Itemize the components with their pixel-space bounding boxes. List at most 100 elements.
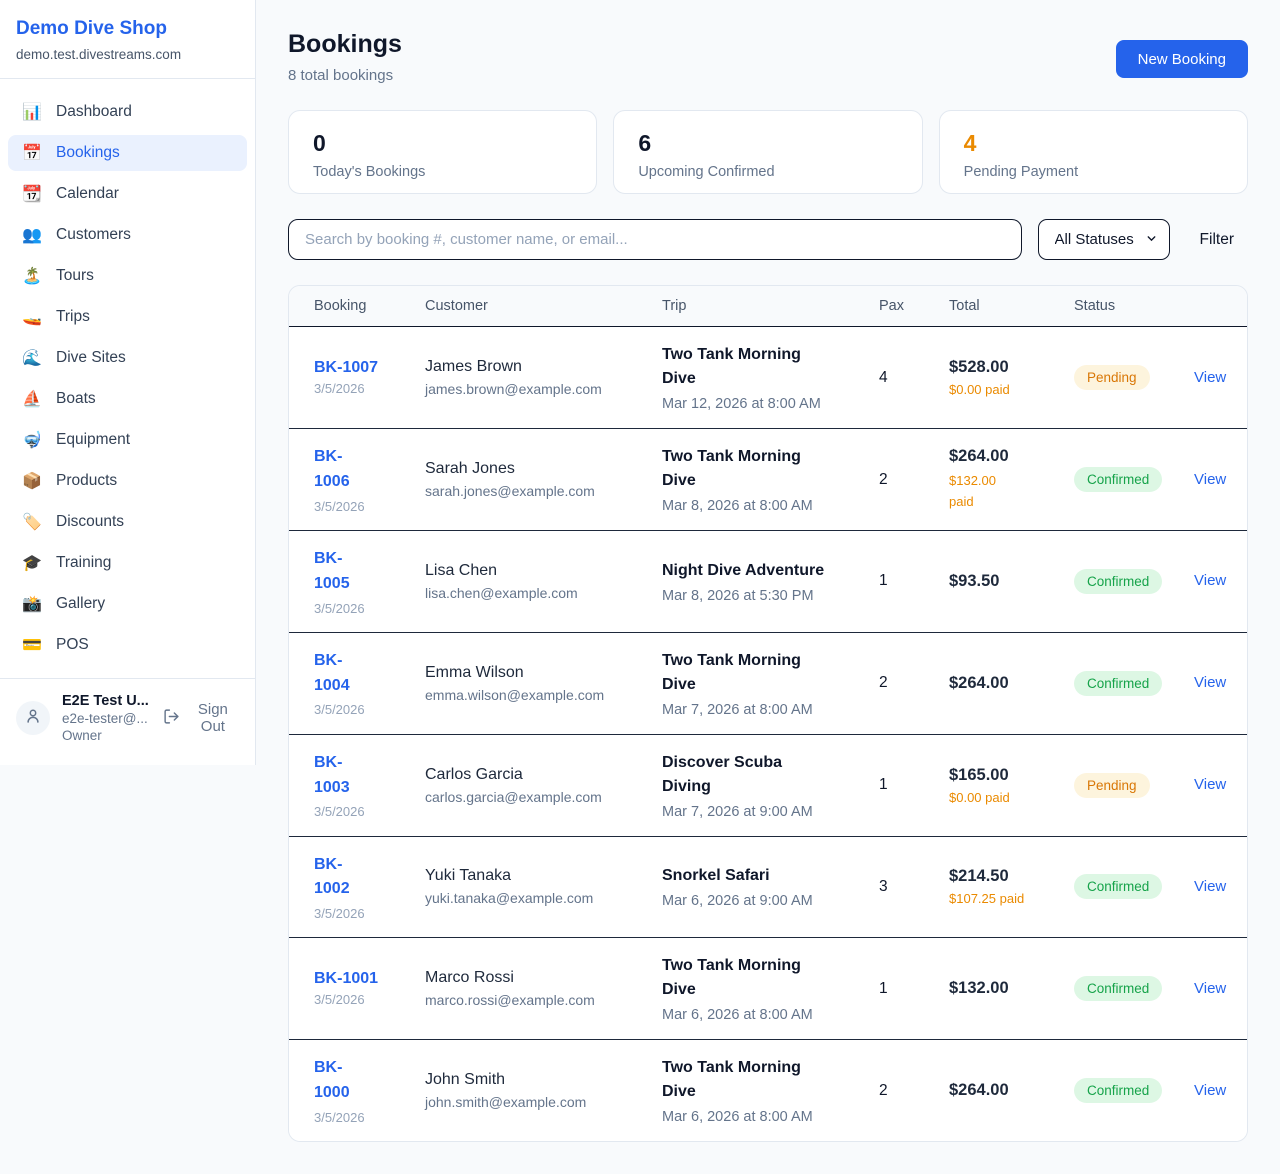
view-link[interactable]: View bbox=[1194, 368, 1227, 386]
sidebar-item-products[interactable]: 📦 Products bbox=[8, 463, 247, 499]
stat-card-pending-payment: 4 Pending Payment bbox=[938, 110, 1248, 194]
total-cell: $132.00 bbox=[949, 979, 1074, 998]
customer-name: Yuki Tanaka bbox=[425, 867, 511, 885]
stat-card-todays-bookings: 0 Today's Bookings bbox=[288, 110, 598, 194]
stat-value: 4 bbox=[963, 130, 977, 156]
sidebar-item-bookings[interactable]: 📅 Bookings bbox=[8, 135, 247, 171]
people-icon: 👥 bbox=[22, 227, 42, 244]
trip-cell: Night Dive Adventure Mar 8, 2026 at 5:30… bbox=[662, 559, 879, 604]
booking-id-link[interactable]: BK-1005 bbox=[314, 550, 350, 592]
table-row: BK-1006 3/5/2026 Sarah Jones sarah.jones… bbox=[289, 429, 1247, 531]
status-select-wrap: All Statuses bbox=[1037, 219, 1170, 260]
sidebar-item-tours[interactable]: 🏝️ Tours bbox=[8, 258, 247, 294]
island-icon: 🏝️ bbox=[22, 268, 42, 285]
graduation-cap-icon: 🎓 bbox=[22, 555, 42, 572]
customer-email: yuki.tanaka@example.com bbox=[425, 890, 594, 907]
status-select[interactable]: All Statuses bbox=[1037, 219, 1170, 260]
table-row: BK-1002 3/5/2026 Yuki Tanaka yuki.tanaka… bbox=[289, 836, 1247, 939]
new-booking-button[interactable]: New Booking bbox=[1115, 40, 1248, 78]
view-link[interactable]: View bbox=[1194, 776, 1227, 794]
booking-id-link[interactable]: BK-1002 bbox=[314, 855, 350, 898]
shop-header: Demo Dive Shop demo.test.divestreams.com bbox=[0, 0, 255, 79]
booking-date: 3/5/2026 bbox=[314, 804, 365, 820]
sign-out-button[interactable]: Sign Out bbox=[163, 701, 239, 735]
status-badge: Pending bbox=[1074, 365, 1150, 390]
customer-cell: Emma Wilson emma.wilson@example.com bbox=[425, 664, 662, 703]
actions-cell: View bbox=[1194, 1082, 1226, 1100]
customer-cell: Lisa Chen lisa.chen@example.com bbox=[425, 562, 662, 601]
view-link[interactable]: View bbox=[1194, 877, 1227, 895]
sidebar-item-trips[interactable]: 🚤 Trips bbox=[8, 299, 247, 335]
sidebar-item-calendar[interactable]: 📆 Calendar bbox=[8, 176, 247, 212]
avatar bbox=[16, 701, 50, 735]
pax-cell: 2 bbox=[879, 1081, 888, 1099]
booking-date: 3/5/2026 bbox=[314, 702, 365, 718]
stat-value: 6 bbox=[638, 130, 652, 156]
speedboat-icon: 🚤 bbox=[22, 309, 42, 326]
actions-cell: View bbox=[1194, 674, 1226, 692]
booking-id-link[interactable]: BK-1000 bbox=[314, 1059, 350, 1102]
booking-id-link[interactable]: BK-1001 bbox=[314, 970, 379, 988]
calendar-icon: 📅 bbox=[22, 145, 42, 162]
customer-email: carlos.garcia@example.com bbox=[425, 788, 602, 805]
actions-cell: View bbox=[1194, 572, 1226, 590]
status-badge: Confirmed bbox=[1074, 467, 1163, 492]
view-link[interactable]: View bbox=[1194, 470, 1227, 488]
column-header-trip: Trip bbox=[662, 298, 687, 314]
total-cell: $214.50 $107.25 paid bbox=[949, 867, 1074, 906]
column-header-pax: Pax bbox=[879, 298, 904, 314]
trip-name: Two Tank Morning Dive bbox=[662, 651, 801, 693]
booking-id-link[interactable]: BK-1007 bbox=[314, 359, 379, 376]
trip-datetime: Mar 6, 2026 at 8:00 AM bbox=[662, 1109, 813, 1126]
sidebar-item-customers[interactable]: 👥 Customers bbox=[8, 217, 247, 253]
booking-id-link[interactable]: BK-1004 bbox=[314, 651, 350, 694]
sidebar-item-dashboard[interactable]: 📊 Dashboard bbox=[8, 94, 247, 130]
package-icon: 📦 bbox=[22, 473, 42, 490]
sidebar-item-training[interactable]: 🎓 Training bbox=[8, 545, 247, 581]
column-header-actions bbox=[1194, 298, 1223, 314]
view-link[interactable]: View bbox=[1194, 674, 1227, 692]
sidebar-item-label: Training bbox=[56, 554, 112, 571]
pax-cell: 3 bbox=[879, 877, 888, 895]
total-cell: $528.00 $0.00 paid bbox=[949, 358, 1074, 397]
view-link[interactable]: View bbox=[1194, 979, 1227, 997]
sidebar-item-pos[interactable]: 💳 POS bbox=[8, 627, 247, 663]
column-header-customer: Customer bbox=[425, 298, 488, 314]
customer-email: james.brown@example.com bbox=[425, 381, 602, 397]
wave-icon: 🌊 bbox=[22, 350, 42, 367]
customer-email: john.smith@example.com bbox=[425, 1094, 587, 1111]
sidebar-item-discounts[interactable]: 🏷️ Discounts bbox=[8, 504, 247, 540]
booking-id-link[interactable]: BK-1003 bbox=[314, 753, 350, 796]
credit-card-icon: 💳 bbox=[22, 637, 42, 654]
customer-cell: Yuki Tanaka yuki.tanaka@example.com bbox=[425, 867, 662, 906]
sidebar-item-dive-sites[interactable]: 🌊 Dive Sites bbox=[8, 340, 247, 376]
view-link[interactable]: View bbox=[1194, 1081, 1227, 1099]
total-amount: $264.00 bbox=[949, 447, 1009, 466]
sidebar-item-label: Discounts bbox=[56, 513, 125, 530]
booking-cell: BK-1000 3/5/2026 bbox=[314, 1056, 425, 1125]
trip-datetime: Mar 12, 2026 at 8:00 AM bbox=[662, 396, 821, 412]
column-header-total: Total bbox=[949, 298, 980, 314]
search-input[interactable] bbox=[288, 219, 1022, 260]
sidebar-item-boats[interactable]: ⛵ Boats bbox=[8, 381, 247, 417]
status-badge: Pending bbox=[1074, 772, 1150, 798]
booking-id-link[interactable]: BK-1006 bbox=[314, 448, 350, 490]
status-cell: Pending bbox=[1074, 365, 1194, 390]
customer-email: marco.rossi@example.com bbox=[425, 992, 595, 1009]
sidebar: Demo Dive Shop demo.test.divestreams.com… bbox=[0, 0, 256, 765]
stat-label: Upcoming Confirmed bbox=[638, 164, 775, 180]
sailboat-icon: ⛵ bbox=[22, 391, 42, 408]
total-amount: $264.00 bbox=[949, 673, 1009, 692]
sidebar-item-equipment[interactable]: 🤿 Equipment bbox=[8, 422, 247, 458]
filter-button[interactable]: Filter bbox=[1186, 231, 1248, 249]
table-body: BK-1007 3/5/2026 James Brown james.brown… bbox=[289, 327, 1247, 1142]
user-role: Owner bbox=[62, 728, 102, 743]
trip-cell: Two Tank Morning Dive Mar 12, 2026 at 8:… bbox=[662, 343, 879, 412]
trip-datetime: Mar 8, 2026 at 8:00 AM bbox=[662, 498, 813, 514]
sidebar-item-label: Tours bbox=[56, 267, 94, 284]
status-badge: Confirmed bbox=[1074, 1078, 1163, 1104]
view-link[interactable]: View bbox=[1194, 572, 1227, 590]
sidebar-item-gallery[interactable]: 📸 Gallery bbox=[8, 586, 247, 622]
trip-cell: Two Tank Morning Dive Mar 6, 2026 at 8:0… bbox=[662, 1056, 879, 1125]
customer-name: James Brown bbox=[425, 358, 522, 375]
